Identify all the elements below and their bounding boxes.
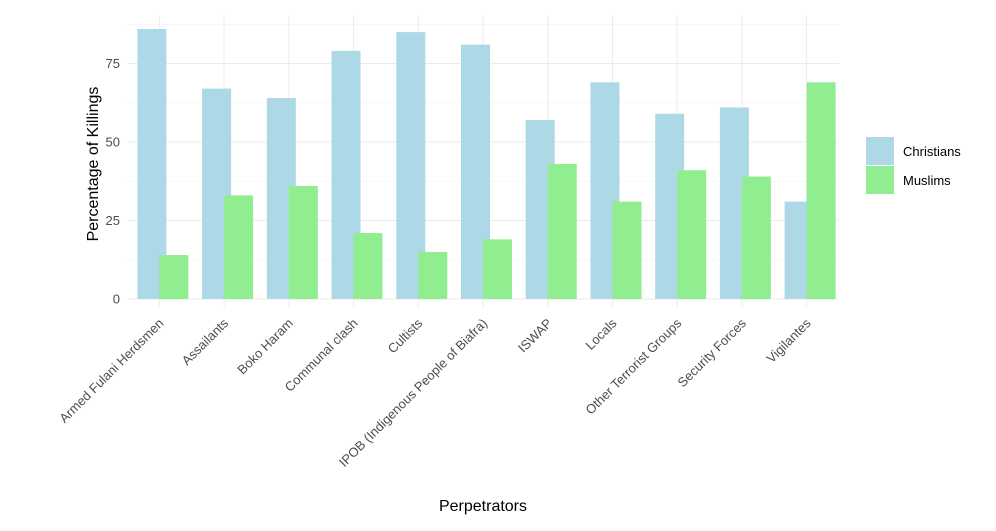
bars (137, 28, 836, 300)
x-tick-label: Locals (582, 315, 620, 353)
legend-key-muslims (866, 166, 894, 194)
y-tick-label: 0 (113, 292, 120, 307)
x-tick-label: Armed Fulani Herdsmen (56, 316, 166, 426)
y-tick-label: 25 (106, 213, 120, 228)
bar-muslims-7 (612, 201, 642, 299)
x-tick-label: Cultists (385, 315, 426, 356)
bar-muslims-6 (547, 163, 577, 299)
bar-christians-0 (137, 28, 167, 300)
bar-muslims-8 (677, 170, 707, 299)
bar-muslims-5 (483, 239, 512, 299)
bar-muslims-2 (288, 185, 318, 299)
legend-label-muslims: Muslims (903, 173, 951, 188)
y-tick-label: 50 (106, 135, 120, 150)
y-axis: 0 25 50 75 (106, 56, 120, 307)
legend: Christians Muslims (866, 137, 961, 194)
x-tick-label: IPOB (Indigenous People of Biafra) (336, 316, 490, 470)
y-axis-title: Percentage of Killings (85, 87, 102, 242)
x-tick-label: Boko Haram (234, 316, 296, 378)
bar-muslims-1 (224, 195, 254, 299)
x-axis: Armed Fulani Herdsmen Assailants Boko Hara… (56, 315, 814, 470)
x-tick-label: Vigilantes (763, 315, 814, 366)
bar-muslims-0 (159, 255, 189, 299)
bar-muslims-4 (418, 251, 448, 299)
x-tick-label: ISWAP (515, 316, 555, 356)
x-axis-title: Perpetrators (439, 498, 527, 515)
legend-key-christians (866, 137, 894, 165)
x-tick-label: Assailants (179, 315, 232, 368)
legend-label-christians: Christians (903, 144, 961, 159)
y-tick-label: 75 (106, 56, 120, 71)
bar-muslims-3 (353, 233, 383, 299)
bar-muslims-10 (806, 82, 836, 299)
x-tick-label: Security Forces (675, 315, 750, 390)
bar-muslims-9 (741, 176, 771, 299)
